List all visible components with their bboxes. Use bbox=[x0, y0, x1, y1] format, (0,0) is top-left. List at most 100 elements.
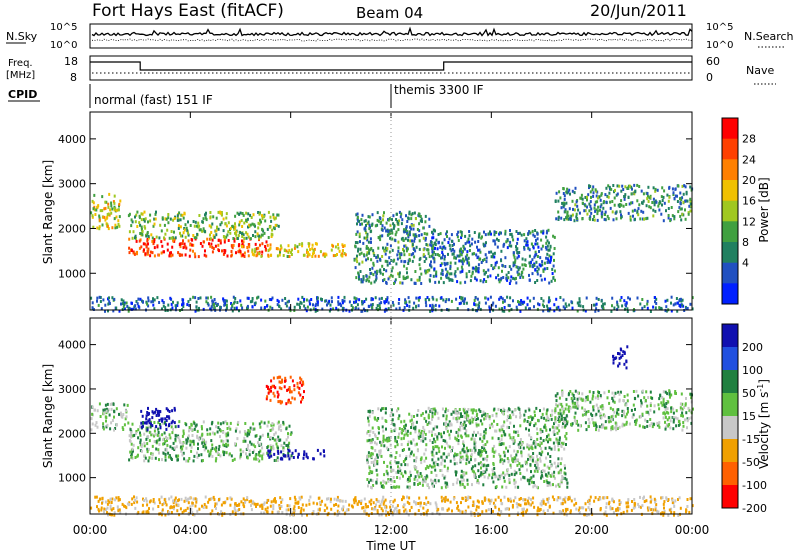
velocity-cell bbox=[516, 450, 519, 454]
power-cell bbox=[184, 253, 187, 257]
velocity-cell bbox=[664, 427, 667, 431]
velocity-cell bbox=[185, 459, 188, 463]
velocity-cell bbox=[96, 425, 99, 429]
velocity-cell bbox=[553, 447, 556, 451]
power-cell bbox=[691, 296, 694, 300]
power-cell bbox=[450, 239, 453, 243]
velocity-cell bbox=[405, 432, 408, 436]
power-cell bbox=[536, 307, 539, 311]
power-cell bbox=[671, 187, 674, 191]
power-cell bbox=[533, 263, 536, 267]
power-cell bbox=[515, 276, 517, 280]
velocity-cell bbox=[429, 409, 432, 413]
power-cell bbox=[459, 295, 461, 299]
velocity-cell bbox=[378, 453, 381, 457]
velocity-cell bbox=[565, 513, 568, 517]
power-cell bbox=[546, 260, 549, 264]
power-cell bbox=[410, 227, 413, 231]
velocity-cell bbox=[441, 407, 444, 411]
power-cell bbox=[147, 234, 150, 238]
power-cell bbox=[353, 258, 356, 262]
velocity-cell bbox=[434, 440, 437, 444]
power-cell bbox=[441, 268, 444, 272]
power-cell bbox=[612, 184, 615, 187]
velocity-cell bbox=[416, 478, 419, 482]
velocity-cell bbox=[118, 412, 120, 416]
power-cell bbox=[91, 215, 94, 219]
velocity-cell bbox=[285, 444, 288, 447]
power-cell bbox=[386, 242, 389, 246]
velocity-cell bbox=[151, 416, 154, 420]
power-cell bbox=[337, 302, 340, 306]
velocity-cell bbox=[508, 481, 511, 485]
velocity-cell bbox=[577, 428, 580, 432]
power-cell bbox=[554, 199, 557, 203]
velocity-cell bbox=[513, 456, 516, 460]
velocity-cell bbox=[672, 411, 675, 415]
velocity-cell bbox=[488, 423, 491, 427]
power-cell bbox=[609, 200, 612, 204]
power-cell bbox=[424, 301, 427, 304]
velocity-cell bbox=[680, 414, 683, 418]
power-cell bbox=[500, 276, 503, 280]
power-cell bbox=[361, 260, 364, 264]
power-cell bbox=[421, 219, 423, 223]
power-cell bbox=[257, 246, 260, 250]
power-cell bbox=[106, 213, 109, 216]
velocity-cell bbox=[287, 400, 290, 404]
velocity-cell bbox=[368, 433, 371, 437]
power-cell bbox=[546, 239, 549, 243]
velocity-cell bbox=[640, 401, 643, 405]
velocity-cell bbox=[599, 394, 602, 397]
power-cell bbox=[391, 218, 393, 222]
power-cell bbox=[629, 218, 632, 222]
velocity-cell bbox=[643, 396, 646, 400]
velocity-cell bbox=[482, 470, 485, 473]
velocity-cell bbox=[643, 500, 646, 503]
velocity-cell bbox=[507, 460, 510, 464]
power-cell bbox=[601, 210, 604, 214]
velocity-cell bbox=[601, 423, 604, 427]
velocity-cell bbox=[524, 460, 527, 464]
power-cell bbox=[588, 184, 590, 188]
power-cell bbox=[506, 238, 509, 242]
power-cell bbox=[362, 301, 365, 305]
velocity-cell bbox=[286, 388, 289, 392]
power-cell bbox=[287, 250, 290, 254]
velocity-cell bbox=[305, 454, 308, 458]
velocity-cell bbox=[467, 417, 469, 421]
velocity-cell bbox=[165, 419, 168, 422]
velocity-cell bbox=[189, 443, 192, 447]
power-cell bbox=[566, 187, 569, 191]
velocity-cell bbox=[666, 418, 669, 422]
power-cell bbox=[660, 195, 663, 199]
velocity-cell bbox=[538, 451, 541, 455]
velocity-cell bbox=[431, 482, 434, 486]
power-cell bbox=[584, 309, 587, 313]
power-cell bbox=[537, 267, 540, 271]
power-cell bbox=[118, 202, 121, 206]
noise-right-label: N.Search bbox=[744, 30, 794, 43]
power-cell bbox=[484, 233, 487, 237]
power-cell bbox=[592, 303, 595, 307]
power-cell bbox=[248, 243, 251, 246]
power-cell bbox=[405, 249, 408, 253]
power-cell bbox=[210, 225, 213, 229]
velocity-cell bbox=[434, 425, 437, 429]
velocity-cell bbox=[130, 455, 133, 459]
velocity-cell bbox=[618, 399, 621, 403]
velocity-cell bbox=[382, 440, 385, 444]
velocity-cell bbox=[557, 462, 560, 466]
power-cell bbox=[531, 229, 534, 233]
power-cell bbox=[392, 303, 395, 307]
power-cell bbox=[230, 254, 233, 258]
power-cell bbox=[202, 227, 205, 231]
power-cell bbox=[199, 296, 202, 300]
power-cell bbox=[257, 211, 260, 214]
velocity-cell bbox=[233, 457, 236, 461]
power-cell bbox=[575, 200, 578, 204]
velocity-cell bbox=[645, 410, 648, 414]
velocity-cell bbox=[471, 411, 474, 415]
power-cell bbox=[176, 218, 179, 222]
power-cell bbox=[493, 251, 496, 255]
